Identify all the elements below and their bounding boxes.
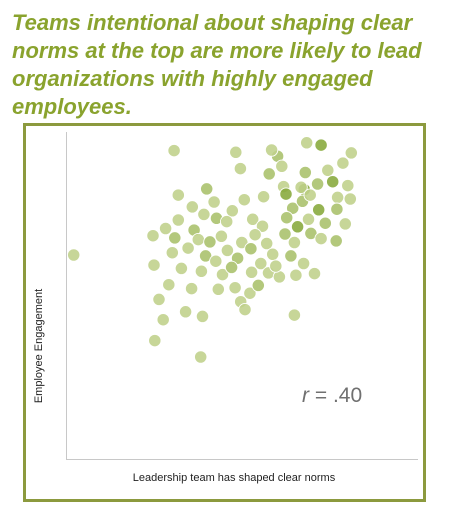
scatter-point [331,203,343,215]
scatter-point [192,233,204,245]
scatter-point [257,191,269,203]
scatter-point [234,162,246,174]
scatter-points [68,137,358,364]
scatter-point [210,255,222,267]
scatter-point [225,261,237,273]
scatter-point [308,267,320,279]
scatter-point [313,204,325,216]
scatter-point [291,221,303,233]
scatter-point [169,232,181,244]
scatter-point [148,259,160,271]
scatter-point [168,144,180,156]
scatter-point [182,242,194,254]
scatter-point [315,139,327,151]
scatter-point [263,168,275,180]
scatter-point [249,229,261,241]
headline: Teams intentional about shaping clear no… [12,9,442,121]
scatter-point [285,250,297,262]
scatter-plot [26,126,423,499]
correlation-annotation: r = .40 [302,384,362,408]
scatter-point [267,248,279,260]
scatter-point [261,237,273,249]
scatter-point [149,334,161,346]
scatter-point [345,147,357,159]
scatter-point [288,236,300,248]
scatter-point [172,189,184,201]
scatter-point [221,244,233,256]
scatter-point [198,208,210,220]
scatter-point [166,247,178,259]
scatter-point [331,191,343,203]
scatter-point [327,176,339,188]
scatter-point [157,314,169,326]
scatter-point [229,282,241,294]
scatter-point [230,146,242,158]
scatter-point [342,179,354,191]
scatter-point [319,217,331,229]
scatter-point [245,266,257,278]
scatter-point [238,194,250,206]
scatter-point [304,189,316,201]
scatter-point [186,201,198,213]
scatter-point [281,212,293,224]
scatter-point [195,265,207,277]
scatter-point [245,243,257,255]
scatter-point [204,236,216,248]
scatter-point [159,222,171,234]
scatter-point [337,157,349,169]
scatter-point [322,164,334,176]
chart-frame: Employee Engagement Leadership team has … [23,123,426,502]
scatter-point [280,188,292,200]
scatter-point [201,183,213,195]
scatter-point [299,166,311,178]
r-value: = .40 [315,384,362,407]
scatter-point [239,303,251,315]
scatter-point [315,232,327,244]
scatter-point [163,279,175,291]
scatter-point [185,282,197,294]
scatter-point [265,144,277,156]
scatter-point [195,351,207,363]
scatter-point [311,178,323,190]
scatter-point [153,293,165,305]
scatter-point [344,193,356,205]
scatter-point [276,160,288,172]
scatter-point [212,283,224,295]
scatter-point [288,309,300,321]
scatter-point [297,257,309,269]
scatter-point [208,196,220,208]
scatter-point [175,262,187,274]
scatter-point [172,214,184,226]
scatter-point [301,137,313,149]
scatter-point [179,306,191,318]
scatter-point [302,213,314,225]
scatter-point [339,218,351,230]
x-axis-label: Leadership team has shaped clear norms [66,472,402,484]
scatter-point [147,230,159,242]
scatter-point [215,230,227,242]
scatter-point [68,249,80,261]
scatter-point [290,269,302,281]
r-symbol: r [302,384,309,407]
y-axis-label: Employee Engagement [33,289,45,403]
scatter-point [221,215,233,227]
scatter-point [196,310,208,322]
scatter-point [252,279,264,291]
scatter-point [270,260,282,272]
scatter-point [330,235,342,247]
